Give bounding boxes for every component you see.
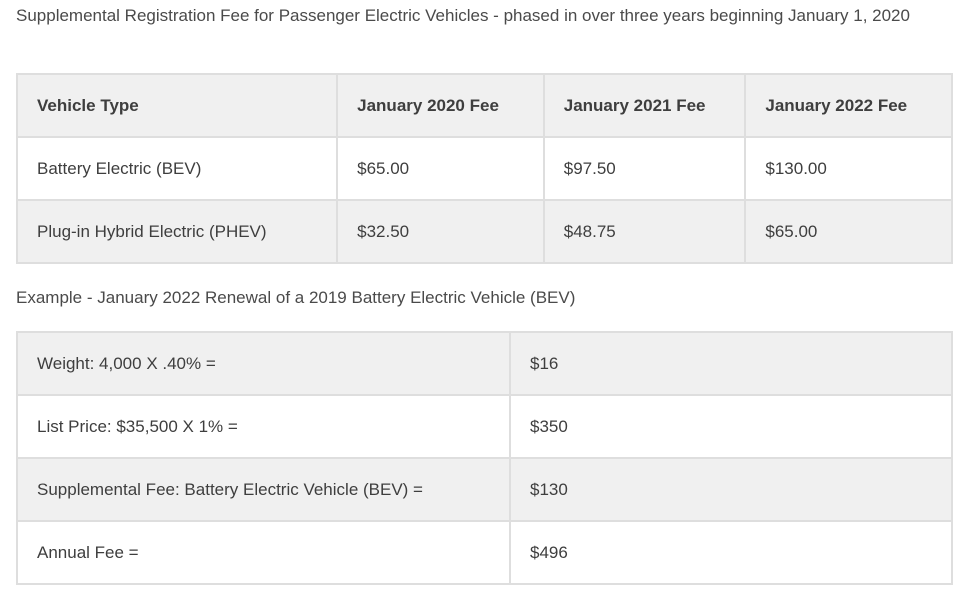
fee-cell: $65.00 <box>744 199 953 264</box>
example-row: Weight: 4,000 X .40% = $16 <box>15 331 953 396</box>
example-cell: $130 <box>509 457 953 522</box>
example-cell: Annual Fee = <box>15 520 512 585</box>
example-table: Weight: 4,000 X .40% = $16 List Price: $35… <box>15 331 953 585</box>
fee-caption: Supplemental Registration Fee for Passen… <box>16 6 910 25</box>
fee-cell: Battery Electric (BEV) <box>15 136 339 201</box>
header-row: Vehicle Type January 2020 Fee January 2021… <box>15 73 953 138</box>
fee-table: Vehicle Type January 2020 Fee January 2021… <box>15 73 953 264</box>
example-cell: Weight: 4,000 X .40% = <box>15 331 512 396</box>
example-row: Supplemental Fee: Battery Electric Vehic… <box>15 457 953 522</box>
example-row: List Price: $35,500 X 1% = $350 <box>15 394 953 459</box>
example-cell: $496 <box>509 520 953 585</box>
fee-cell: $48.75 <box>542 199 747 264</box>
fee-cell: $97.50 <box>542 136 747 201</box>
example-cell: List Price: $35,500 X 1% = <box>15 394 512 459</box>
fee-cell: $32.50 <box>336 199 545 264</box>
example-cell: Supplemental Fee: Battery Electric Vehic… <box>15 457 512 522</box>
example-row: Annual Fee = $496 <box>15 520 953 585</box>
example-cell: $350 <box>509 394 953 459</box>
example-cell: $16 <box>509 331 953 396</box>
example-caption: Example - January 2022 Renewal of a 2019… <box>16 288 576 307</box>
fee-cell: Plug-in Hybrid Electric (PHEV) <box>15 199 339 264</box>
fee-row: Battery Electric (BEV) $65.00 $97.50 $130.0… <box>15 136 953 201</box>
header-cell: January 2021 Fee <box>542 73 747 138</box>
header-cell: January 2022 Fee <box>744 73 953 138</box>
fee-cell: $130.00 <box>744 136 953 201</box>
header-cell: January 2020 Fee <box>336 73 545 138</box>
fee-row: Plug-in Hybrid Electric (PHEV) $32.50 $48.… <box>15 199 953 264</box>
fee-cell: $65.00 <box>336 136 545 201</box>
header-cell: Vehicle Type <box>15 73 339 138</box>
